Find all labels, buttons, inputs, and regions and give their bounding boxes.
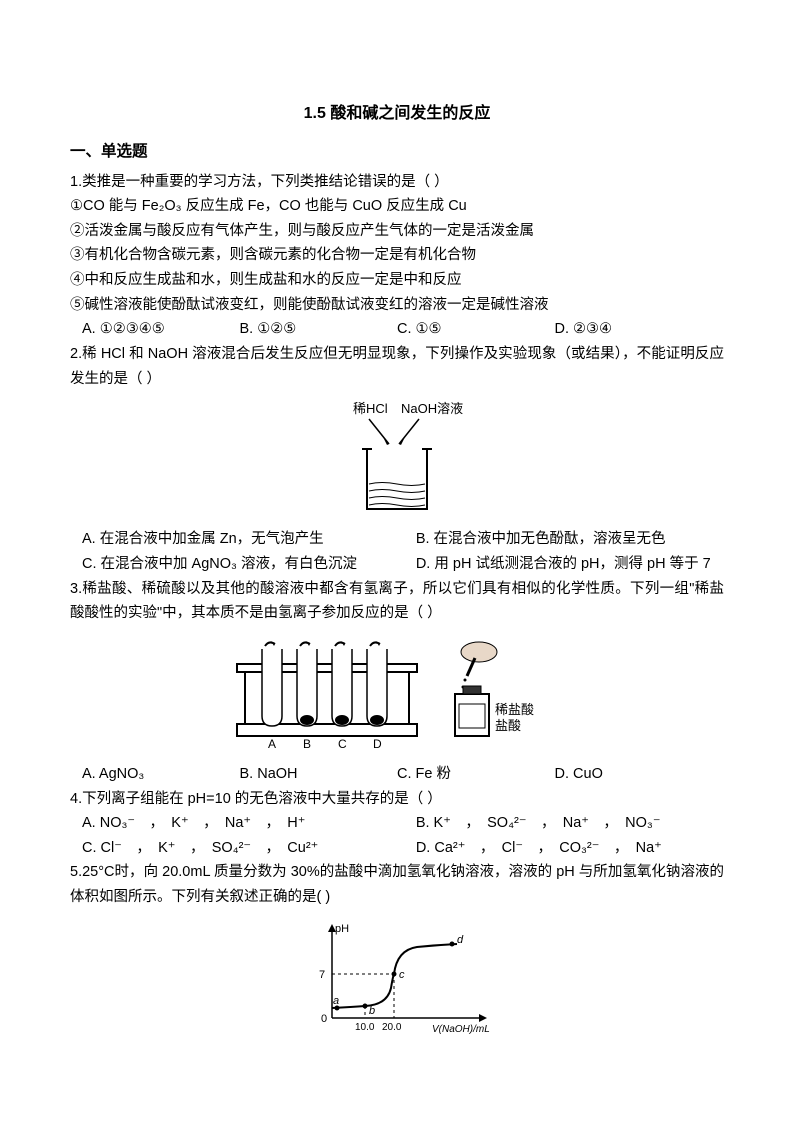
tubes-icon: A B C D	[227, 634, 567, 754]
q4-optC: C. Cl⁻ ， K⁺ ， SO₄²⁻ ， Cu²⁺	[82, 836, 416, 861]
q2-stem: 2.稀 HCl 和 NaOH 溶液混合后发生反应但无明显现象，下列操作及实验现象…	[70, 342, 724, 391]
dropper-icon	[461, 642, 497, 689]
q2-optA: A. 在混合液中加金属 Zn，无气泡产生	[82, 527, 416, 552]
q2-optC: C. 在混合液中加 AgNO₃ 溶液，有白色沉淀	[82, 552, 416, 577]
svg-text:7: 7	[319, 969, 325, 981]
q3-stem: 3.稀盐酸、稀硫酸以及其他的酸溶液中都含有氢离子，所以它们具有相似的化学性质。下…	[70, 577, 724, 626]
svg-text:盐酸: 盐酸	[495, 718, 521, 733]
svg-text:D: D	[373, 737, 382, 751]
tube-A: A	[262, 641, 282, 751]
q3-optC: C. Fe 粉	[397, 762, 555, 787]
svg-text:C: C	[338, 737, 347, 751]
q2-row1: A. 在混合液中加金属 Zn，无气泡产生 B. 在混合液中加无色酚酞，溶液呈无色	[70, 527, 724, 552]
q2-figure: 稀HCl NaOH溶液	[70, 399, 724, 519]
q3-optA: A. AgNO₃	[82, 762, 240, 787]
q5-figure: pH V(NaOH)/mL 7 0 10.0 20.0 a b c d	[70, 918, 724, 1038]
q4-optA: A. NO₃⁻ ， K⁺ ， Na⁺ ， H⁺	[82, 811, 416, 836]
q3-figure: A B C D	[70, 634, 724, 754]
q1-s5: ⑤碱性溶液能使酚酞试液变红，则能使酚酞试液变红的溶液一定是碱性溶液	[70, 293, 724, 318]
q3-optB: B. NaOH	[240, 762, 398, 787]
q2-optB: B. 在混合液中加无色酚酞，溶液呈无色	[416, 527, 724, 552]
svg-text:V(NaOH)/mL: V(NaOH)/mL	[432, 1024, 490, 1035]
q4-optB: B. K⁺ ， SO₄²⁻ ， Na⁺ ， NO₃⁻	[416, 811, 724, 836]
svg-text:稀盐酸: 稀盐酸	[495, 702, 534, 717]
q3-options: A. AgNO₃ B. NaOH C. Fe 粉 D. CuO	[70, 762, 724, 787]
svg-text:B: B	[303, 737, 311, 751]
q1-optA: A. ①②③④⑤	[82, 317, 240, 342]
q2-row2: C. 在混合液中加 AgNO₃ 溶液，有白色沉淀 D. 用 pH 试纸测混合液的…	[70, 552, 724, 577]
beaker-icon: 稀HCl NaOH溶液	[297, 399, 497, 519]
svg-text:0: 0	[321, 1013, 327, 1025]
q1-s4: ④中和反应生成盐和水，则生成盐和水的反应一定是中和反应	[70, 268, 724, 293]
svg-text:10.0: 10.0	[355, 1022, 375, 1033]
svg-text:b: b	[369, 1005, 375, 1017]
q1-stem: 1.类推是一种重要的学习方法，下列类推结论错误的是（ ）	[70, 170, 724, 195]
svg-text:A: A	[268, 737, 276, 751]
svg-text:pH: pH	[335, 923, 349, 935]
q1-s3: ③有机化合物含碳元素，则含碳元素的化合物一定是有机化合物	[70, 243, 724, 268]
svg-text:c: c	[399, 969, 405, 981]
tube-B: B	[297, 641, 317, 751]
q1-s1: ①CO 能与 Fe₂O₃ 反应生成 Fe，CO 也能与 CuO 反应生成 Cu	[70, 194, 724, 219]
tube-C: C	[332, 641, 352, 751]
q2-label-left: 稀HCl	[353, 401, 388, 416]
tube-D: D	[367, 641, 387, 751]
q4-stem: 4.下列离子组能在 pH=10 的无色溶液中大量共存的是（ ）	[70, 787, 724, 812]
q1-optB: B. ①②⑤	[240, 317, 398, 342]
q2-label-right: NaOH溶液	[401, 401, 463, 416]
svg-text:a: a	[333, 995, 339, 1007]
q1-options: A. ①②③④⑤ B. ①②⑤ C. ①⑤ D. ②③④	[70, 317, 724, 342]
bottle-icon: 稀盐酸 盐酸	[455, 686, 534, 736]
section-header: 一、单选题	[70, 139, 724, 165]
q1-optC: C. ①⑤	[397, 317, 555, 342]
svg-text:20.0: 20.0	[382, 1022, 402, 1033]
q4-optD: D. Ca²⁺ ， Cl⁻ ， CO₃²⁻ ， Na⁺	[416, 836, 724, 861]
svg-text:d: d	[457, 934, 464, 946]
q4-row2: C. Cl⁻ ， K⁺ ， SO₄²⁻ ， Cu²⁺ D. Ca²⁺ ， Cl⁻…	[70, 836, 724, 861]
ph-graph-icon: pH V(NaOH)/mL 7 0 10.0 20.0 a b c d	[297, 918, 497, 1038]
q5-stem: 5.25°C时，向 20.0mL 质量分数为 30%的盐酸中滴加氢氧化钠溶液，溶…	[70, 860, 724, 909]
q3-optD: D. CuO	[555, 762, 713, 787]
page-title: 1.5 酸和碱之间发生的反应	[70, 100, 724, 127]
q4-row1: A. NO₃⁻ ， K⁺ ， Na⁺ ， H⁺ B. K⁺ ， SO₄²⁻ ， …	[70, 811, 724, 836]
q1-optD: D. ②③④	[555, 317, 713, 342]
q1-s2: ②活泼金属与酸反应有气体产生，则与酸反应产生气体的一定是活泼金属	[70, 219, 724, 244]
q2-optD: D. 用 pH 试纸测混合液的 pH，测得 pH 等于 7	[416, 552, 724, 577]
